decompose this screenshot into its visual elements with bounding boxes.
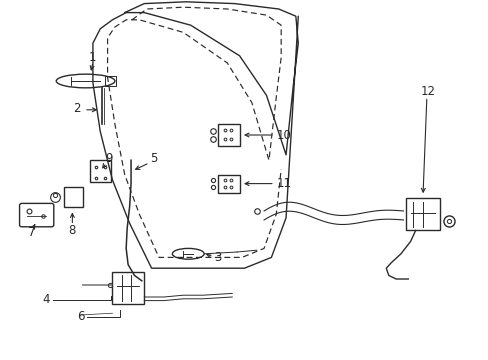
Text: 2: 2 [73, 102, 81, 114]
Text: 1: 1 [89, 51, 97, 64]
Text: 3: 3 [213, 251, 221, 264]
Bar [217, 175, 239, 193]
Text: 6: 6 [77, 310, 84, 323]
Bar [63, 187, 83, 207]
Bar [217, 124, 239, 146]
Bar [405, 198, 439, 230]
Bar [90, 160, 111, 182]
Text: 7: 7 [28, 226, 36, 239]
Text: 5: 5 [150, 152, 158, 165]
Text: 11: 11 [276, 177, 291, 190]
Text: 9: 9 [104, 152, 112, 165]
Text: 12: 12 [420, 85, 434, 98]
Text: 8: 8 [68, 224, 76, 237]
Text: 10: 10 [276, 129, 290, 141]
Bar [105, 76, 116, 86]
Bar [112, 272, 144, 304]
Text: 4: 4 [42, 293, 50, 306]
